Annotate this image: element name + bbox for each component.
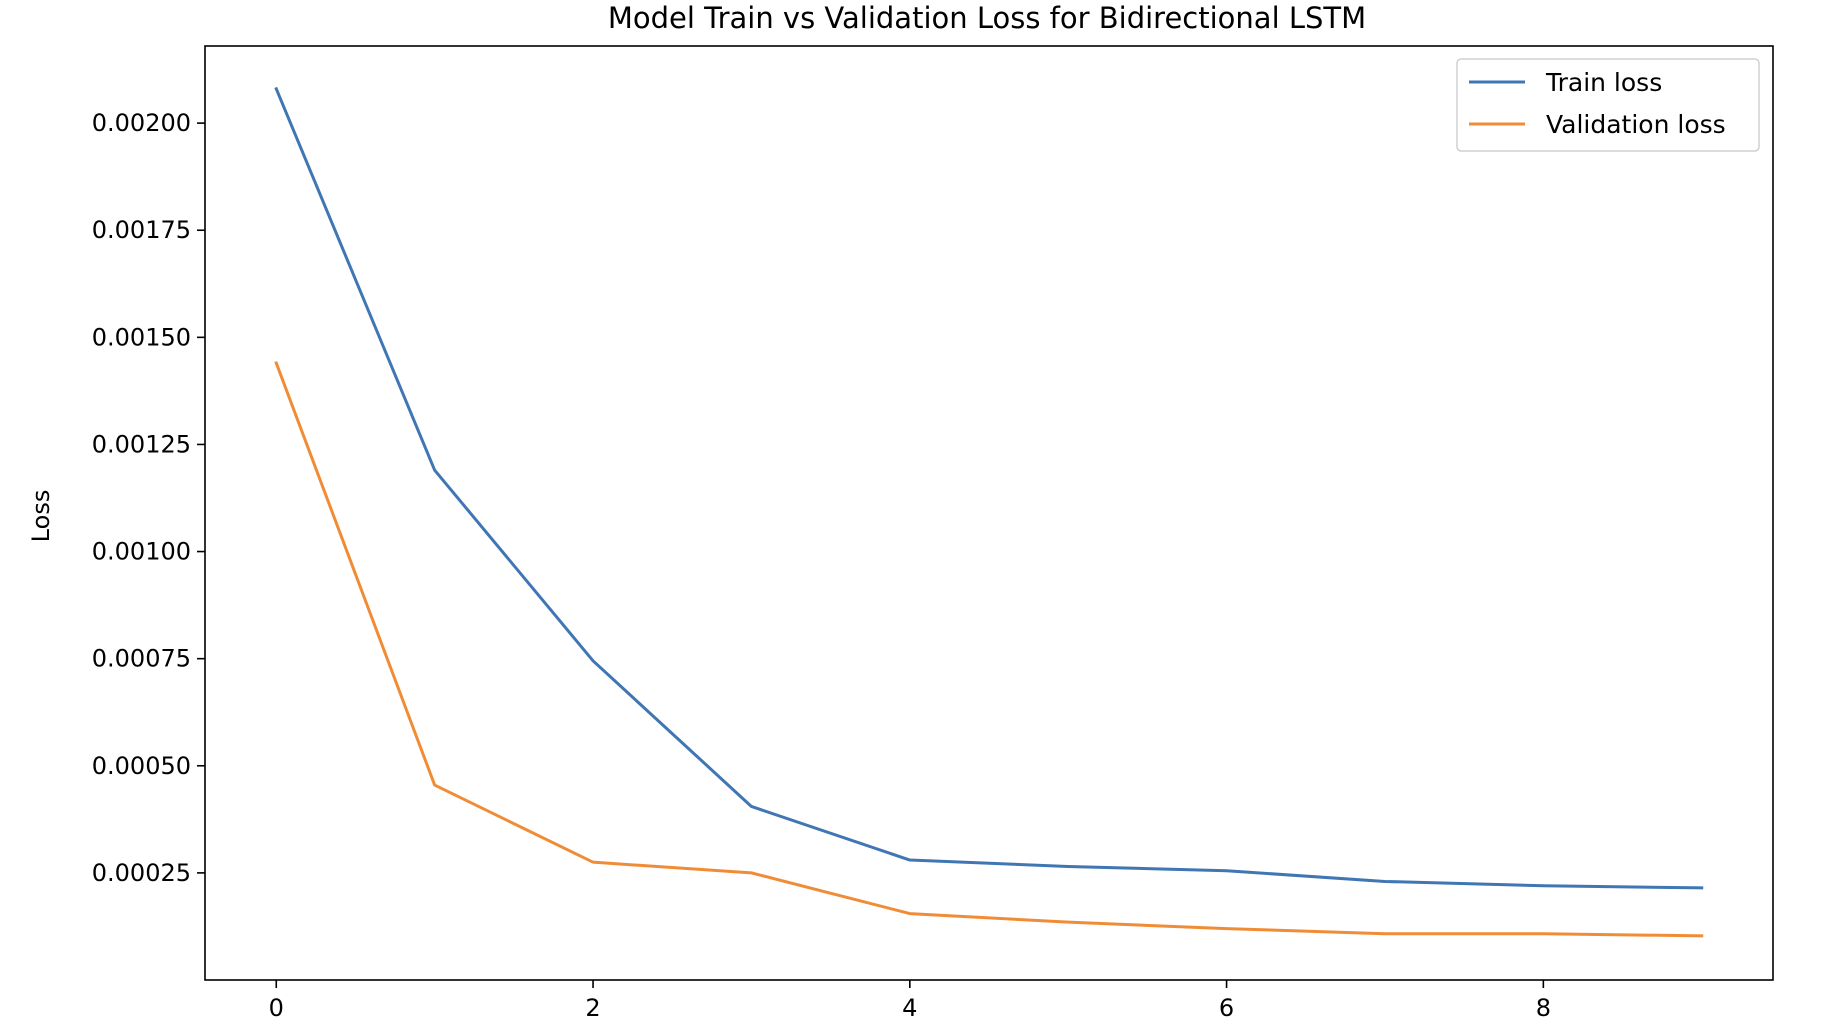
series-line-train-loss bbox=[274, 86, 1704, 890]
y-axis-ticks: 0.00025 0.00050 0.00075 0.00100 0.00125 0.001… bbox=[92, 109, 205, 887]
y-axis-label: Loss bbox=[27, 490, 55, 543]
y-tick-label: 0.00200 bbox=[92, 109, 191, 137]
x-tick-label: 8 bbox=[1536, 994, 1551, 1022]
y-tick-label: 0.00175 bbox=[92, 216, 191, 244]
legend-label: Validation loss bbox=[1546, 110, 1726, 139]
y-tick-label: 0.00025 bbox=[92, 859, 191, 887]
chart-title: Model Train vs Validation Loss for Bidir… bbox=[608, 1, 1366, 35]
y-tick-label: 0.00150 bbox=[92, 323, 191, 351]
y-tick-label: 0.00050 bbox=[92, 752, 191, 780]
legend-box bbox=[1456, 58, 1760, 152]
x-axis-ticks: 0 2 4 6 8 bbox=[269, 980, 1551, 1022]
legend-label: Train loss bbox=[1545, 68, 1662, 97]
plot-area-frame bbox=[204, 45, 1774, 981]
y-tick-label: 0.00100 bbox=[92, 538, 191, 566]
x-tick-label: 4 bbox=[902, 994, 917, 1022]
y-tick-label: 0.00075 bbox=[92, 645, 191, 673]
x-tick-label: 0 bbox=[269, 994, 284, 1022]
y-tick-label: 0.00125 bbox=[92, 430, 191, 458]
x-tick-label: 2 bbox=[585, 994, 600, 1022]
x-tick-label: 6 bbox=[1219, 994, 1234, 1022]
legend: Train loss Validation loss bbox=[1456, 58, 1760, 152]
series-line-validation-loss bbox=[274, 361, 1704, 938]
series-layer bbox=[274, 86, 1704, 938]
